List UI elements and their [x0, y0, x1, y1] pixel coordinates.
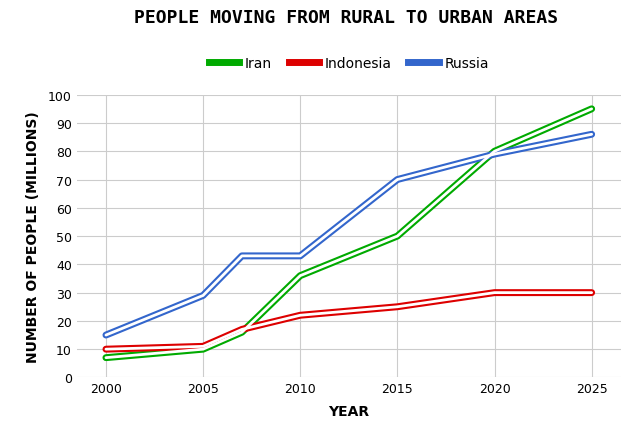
Text: PEOPLE MOVING FROM RURAL TO URBAN AREAS: PEOPLE MOVING FROM RURAL TO URBAN AREAS — [134, 9, 557, 26]
Y-axis label: NUMBER OF PEOPLE (MILLIONS): NUMBER OF PEOPLE (MILLIONS) — [26, 111, 40, 362]
X-axis label: YEAR: YEAR — [328, 404, 369, 418]
Legend: Iran, Indonesia, Russia: Iran, Indonesia, Russia — [203, 52, 495, 77]
